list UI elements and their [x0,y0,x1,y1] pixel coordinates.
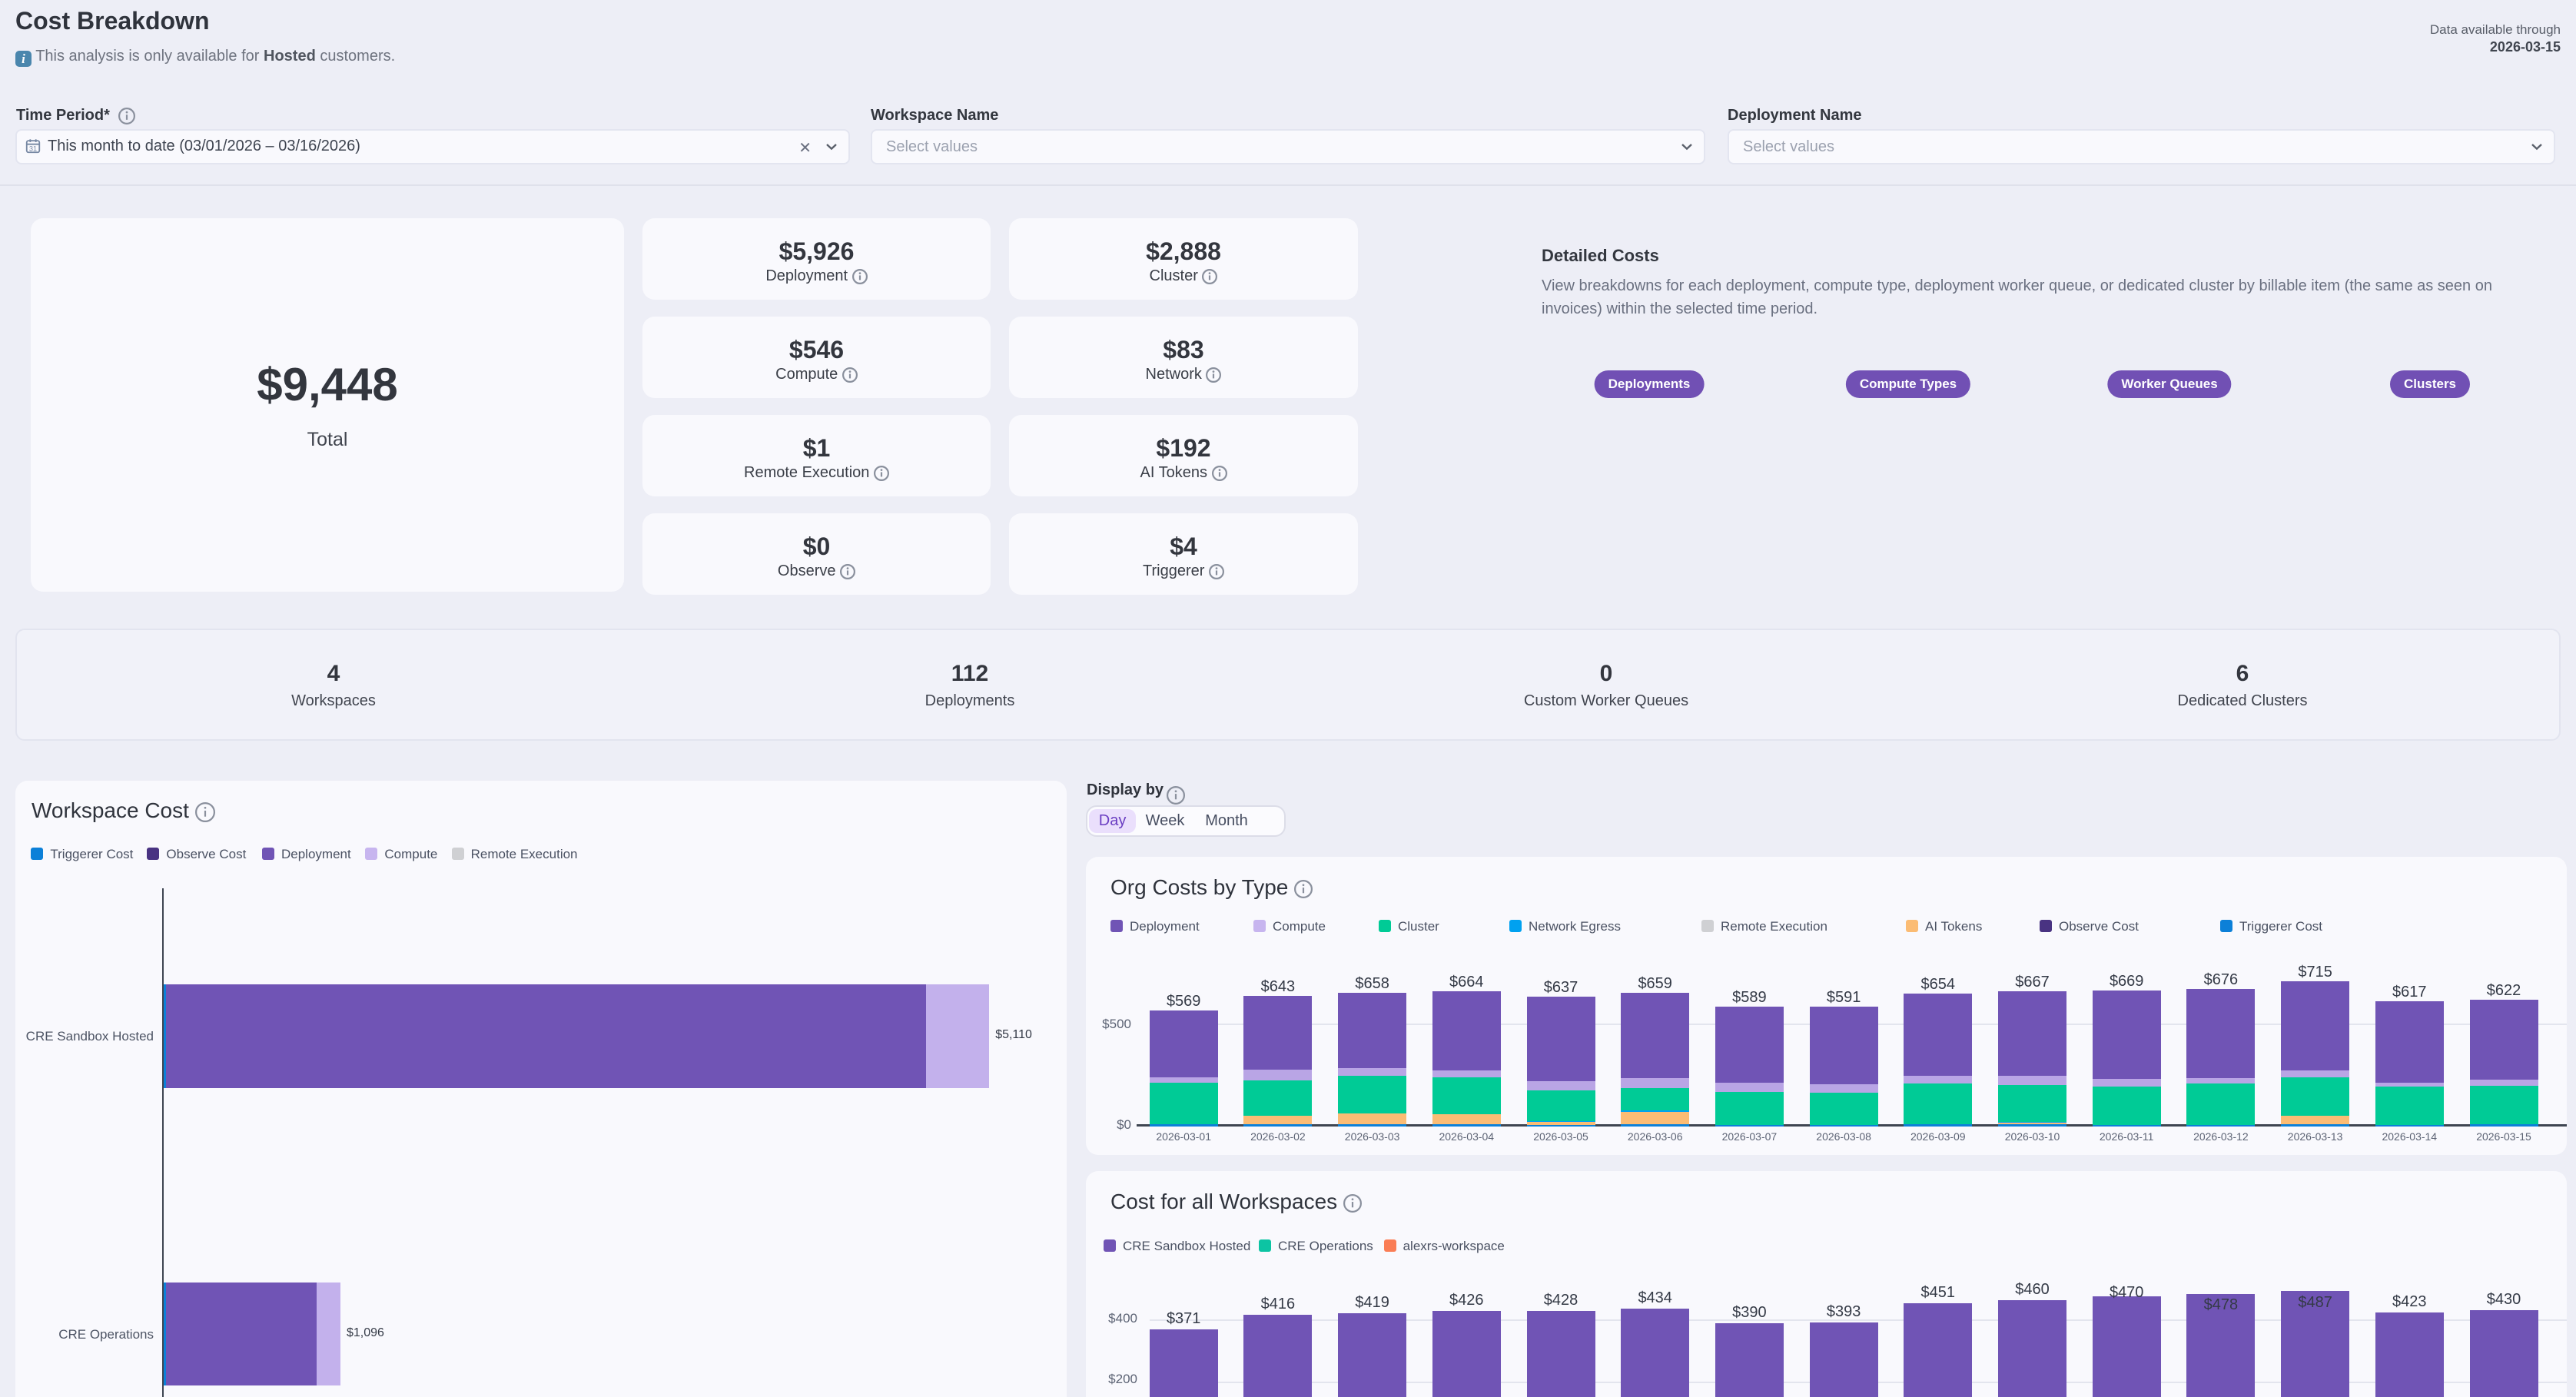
svg-text:31: 31 [29,144,37,152]
